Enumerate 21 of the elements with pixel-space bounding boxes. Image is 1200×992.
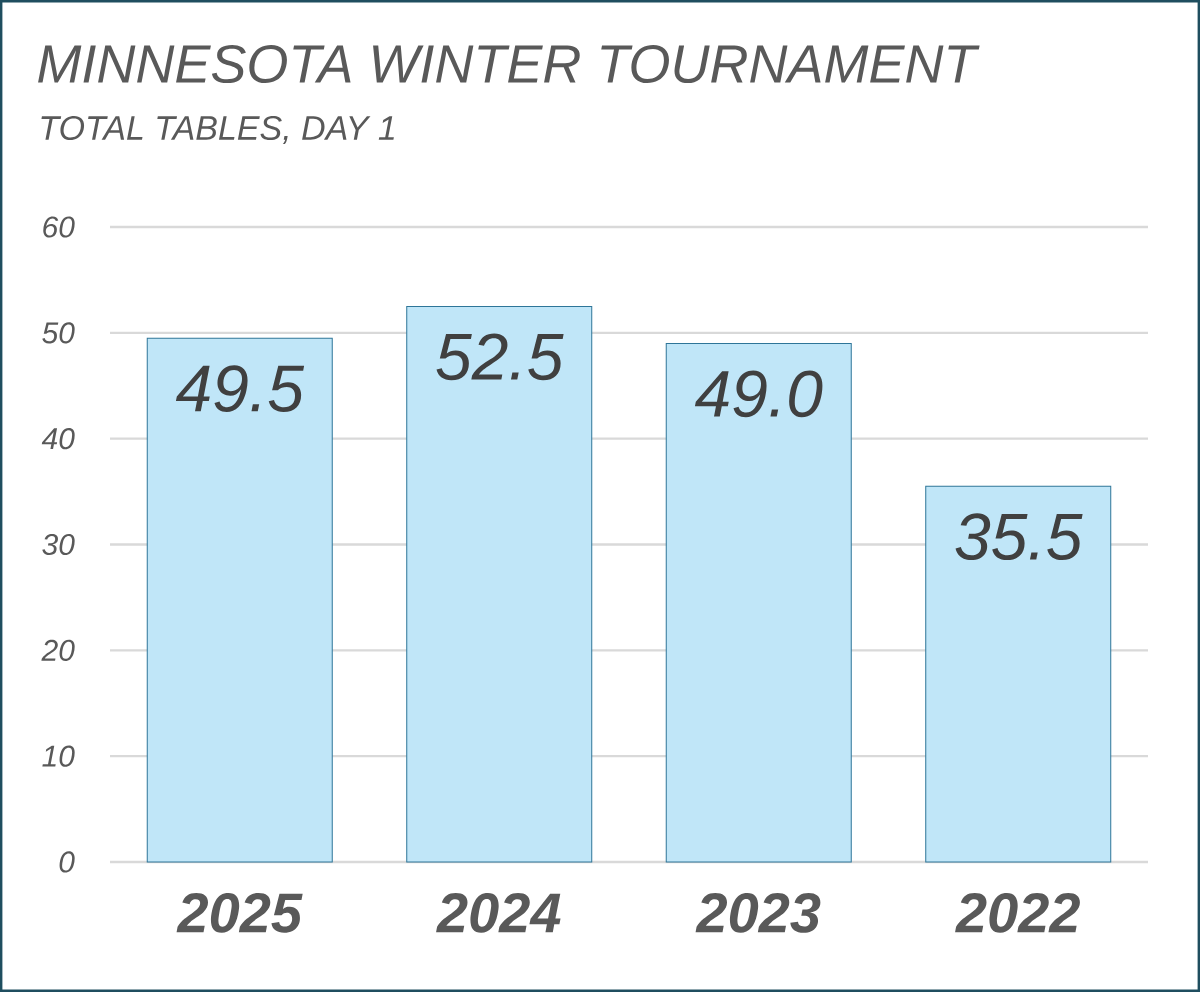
chart-title: MINNESOTA WINTER TOURNAMENT <box>38 44 980 84</box>
chart-subtitle: TOTAL TABLES, DAY 1 <box>41 115 394 145</box>
x-tick-label: 2024 <box>436 893 561 933</box>
y-tick-label: 50 <box>42 322 75 344</box>
bar <box>146 337 333 863</box>
bar <box>925 485 1112 863</box>
bar <box>406 305 593 863</box>
data-label: 49.5 <box>175 365 305 412</box>
y-tick-label: 20 <box>41 639 75 661</box>
data-label: 52.5 <box>436 333 564 381</box>
x-tick-label: 2025 <box>176 893 303 933</box>
x-tick-label: 2022 <box>955 893 1080 933</box>
bar <box>665 342 852 863</box>
y-tick-label: 60 <box>43 216 75 238</box>
x-tick-label: 2023 <box>695 893 821 933</box>
data-label: 49.0 <box>694 370 823 418</box>
data-label: 35.5 <box>955 513 1083 561</box>
y-tick-label: 0 <box>59 851 75 873</box>
y-tick-label: 40 <box>41 428 75 450</box>
y-tick-label: 30 <box>42 533 75 556</box>
y-tick-label: 10 <box>42 745 75 767</box>
